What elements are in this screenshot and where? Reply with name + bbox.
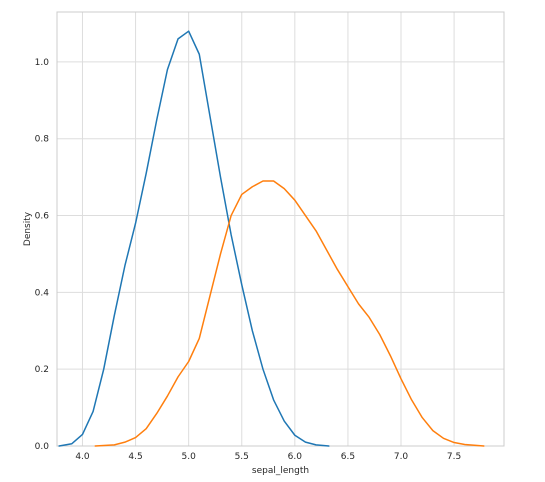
x-tick-label: 6.5 — [341, 452, 355, 462]
x-tick-label: 6.0 — [288, 452, 303, 462]
x-tick-label: 5.0 — [181, 452, 196, 462]
y-tick-label: 0.4 — [35, 288, 50, 298]
x-tick-labels: 4.0 4.5 5.0 5.5 6.0 6.5 7.0 7.5 — [75, 452, 461, 462]
y-tick-label: 0.8 — [35, 135, 50, 145]
y-tick-labels: 0.0 0.2 0.4 0.6 0.8 1.0 — [35, 58, 50, 452]
y-axis-label: Density — [23, 211, 33, 246]
density-curve-1 — [58, 30, 330, 447]
x-axis-label: sepal_length — [252, 466, 309, 476]
vertical-grid-lines — [81, 12, 455, 446]
x-tick-label: 4.5 — [128, 452, 142, 462]
x-tick-label: 5.5 — [235, 452, 249, 462]
y-tick-label: 0.0 — [35, 442, 50, 452]
y-tick-label: 0.6 — [35, 212, 50, 222]
plot-area-frame — [56, 11, 505, 447]
series-layer — [58, 30, 485, 447]
x-tick-label: 7.0 — [394, 452, 409, 462]
x-tick-label: 7.5 — [447, 452, 461, 462]
y-tick-label: 0.2 — [35, 365, 49, 375]
x-tick-label: 4.0 — [75, 452, 90, 462]
density-curve-2 — [94, 180, 485, 447]
y-tick-label: 1.0 — [35, 58, 50, 68]
